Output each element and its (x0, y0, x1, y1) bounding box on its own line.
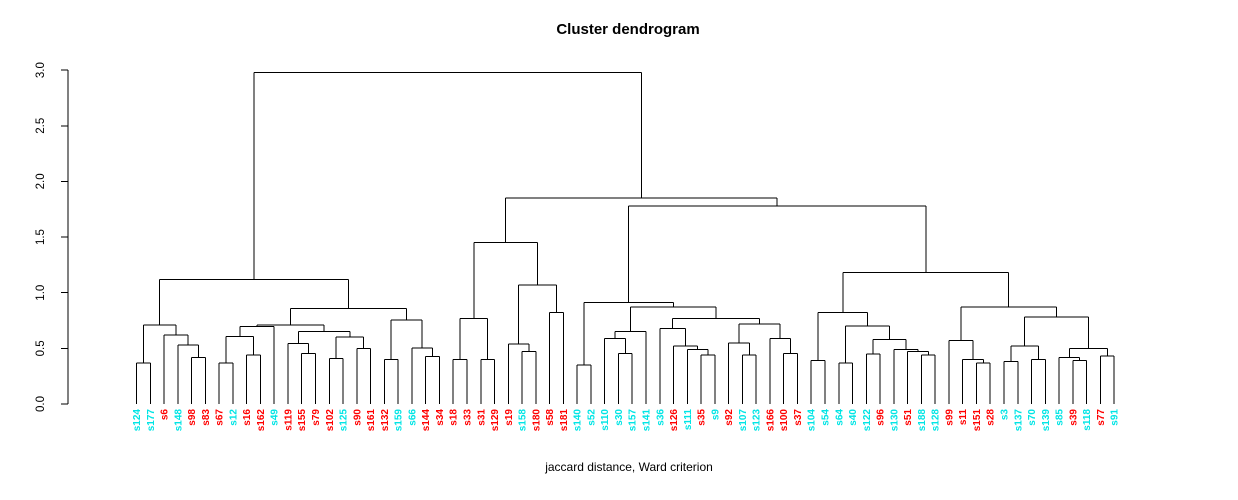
leaf-label: s177 (146, 409, 157, 432)
leaf-label: s40 (848, 409, 859, 426)
leaf-label: s64 (834, 409, 845, 426)
leaf-label: s126 (669, 409, 680, 432)
leaf-label: s92 (724, 409, 735, 426)
leaf-label: s33 (462, 409, 473, 426)
leaf-label: s77 (1096, 409, 1107, 426)
leaf-label: s58 (545, 409, 556, 426)
leaf-label: s9 (710, 409, 721, 421)
leaf-label: s118 (1082, 409, 1093, 431)
leaf-label: s180 (531, 409, 542, 432)
leaf-label: s107 (738, 409, 749, 432)
chart-title: Cluster dendrogram (556, 21, 700, 38)
leaf-label: s166 (765, 409, 776, 432)
leaf-label: s85 (1055, 409, 1066, 426)
leaf-label: s140 (573, 409, 584, 432)
leaf-label: s49 (270, 409, 281, 426)
leaf-label: s110 (600, 409, 611, 431)
leaf-label: s181 (559, 409, 570, 432)
leaf-label: s70 (1027, 409, 1038, 426)
leaf-label: s79 (311, 409, 322, 426)
leaf-label: s99 (944, 409, 955, 426)
leaf-label: s151 (972, 409, 983, 432)
leaf-label: s123 (752, 409, 763, 432)
y-tick-label: 3.0 (35, 62, 47, 78)
leaf-label: s54 (821, 409, 832, 426)
leaf-label: s132 (380, 409, 391, 432)
leaf-label: s16 (242, 409, 253, 426)
leaf-label: s11 (958, 409, 969, 426)
leaf-label: s161 (366, 409, 377, 432)
leaf-label: s6 (160, 409, 171, 421)
leaf-label: s130 (889, 409, 900, 432)
leaf-label: s159 (394, 409, 405, 432)
leaf-label: s51 (903, 409, 914, 426)
leaf-label: s188 (917, 409, 928, 432)
leaf-label: s129 (490, 409, 501, 432)
leaf-label: s83 (201, 409, 212, 426)
leaf-label: s66 (407, 409, 418, 426)
leaf-label: s104 (807, 409, 818, 432)
leaf-label: s102 (325, 409, 336, 432)
y-tick-label: 2.0 (35, 173, 47, 189)
leaf-label: s155 (297, 409, 308, 432)
leaf-label: s137 (1013, 409, 1024, 432)
leaf-label: s111 (683, 409, 694, 431)
leaf-label: s158 (518, 409, 529, 432)
leaf-label: s90 (352, 409, 363, 426)
leaf-label: s124 (132, 409, 143, 432)
leaf-label: s39 (1068, 409, 1079, 426)
leaf-label: s144 (421, 409, 432, 432)
leaf-label: s28 (986, 409, 997, 426)
leaf-label: s125 (339, 409, 350, 432)
leaf-label: s37 (793, 409, 804, 426)
leaf-label: s119 (283, 409, 294, 431)
leaf-label: s148 (173, 409, 184, 432)
y-tick-label: 1.0 (35, 285, 47, 301)
leaf-label: s98 (187, 409, 198, 426)
leaf-label: s35 (697, 409, 708, 426)
leaf-label: s139 (1041, 409, 1052, 432)
leaf-label: s67 (215, 409, 226, 426)
leaf-label: s157 (628, 409, 639, 432)
y-tick-label: 2.5 (35, 118, 47, 134)
leaf-label: s31 (476, 409, 487, 426)
leaf-label: s19 (504, 409, 515, 426)
leaf-label: s162 (256, 409, 267, 432)
leaf-label: s91 (1110, 409, 1121, 426)
leaf-label: s12 (228, 409, 239, 426)
y-tick-label: 1.5 (35, 229, 47, 245)
leaf-label: s96 (876, 409, 887, 426)
leaf-label: s122 (862, 409, 873, 432)
y-tick-label: 0.5 (35, 340, 47, 356)
leaf-label: s141 (641, 409, 652, 432)
leaf-label: s30 (614, 409, 625, 426)
leaf-label: s100 (779, 409, 790, 432)
leaf-label: s34 (435, 409, 446, 426)
x-axis-caption: jaccard distance, Ward criterion (545, 460, 713, 474)
leaf-label: s52 (586, 409, 597, 426)
leaf-label: s18 (449, 409, 460, 426)
leaf-label: s36 (655, 409, 666, 426)
y-tick-label: 0.0 (35, 396, 47, 412)
leaf-label: s128 (931, 409, 942, 432)
leaf-label: s3 (1000, 409, 1011, 421)
